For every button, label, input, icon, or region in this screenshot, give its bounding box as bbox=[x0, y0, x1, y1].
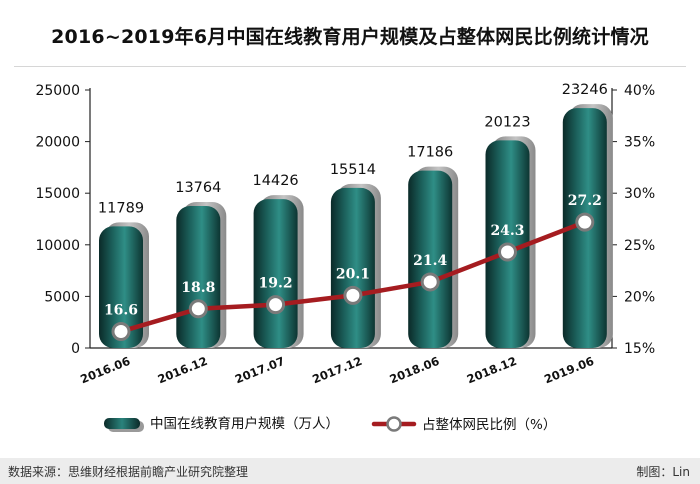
ratio-value-label: 20.1 bbox=[336, 266, 370, 282]
ratio-value-label: 24.3 bbox=[490, 223, 524, 239]
legend-line-marker bbox=[386, 416, 402, 432]
y-left-tick-label: 20000 bbox=[35, 135, 80, 151]
bar bbox=[176, 205, 221, 348]
bar-value-label: 14426 bbox=[253, 173, 299, 189]
ratio-point bbox=[266, 295, 286, 315]
chart-title: 2016~2019年6月中国在线教育用户规模及占整体网民比例统计情况 bbox=[51, 26, 649, 48]
x-tick-label: 2018.12 bbox=[465, 354, 519, 387]
ratio-value-label: 18.8 bbox=[181, 280, 215, 296]
bar bbox=[99, 226, 143, 348]
ratio-value-label: 16.6 bbox=[104, 302, 138, 318]
legend: 中国在线教育用户规模（万人） 占整体网民比例（%） bbox=[104, 415, 556, 433]
ratio-point bbox=[420, 272, 440, 292]
x-tick-label: 2016.06 bbox=[78, 354, 132, 387]
title-divider bbox=[14, 66, 686, 67]
bar bbox=[253, 199, 298, 348]
bar bbox=[408, 170, 453, 348]
author-credit: 制图：Lin bbox=[636, 465, 690, 479]
ratio-point bbox=[188, 299, 208, 319]
bar-value-label: 13764 bbox=[175, 180, 221, 196]
bars-layer: 11789 13764 14426 15514 17186 20123 23246 bbox=[98, 82, 613, 348]
legend-line-label: 占整体网民比例（%） bbox=[422, 417, 556, 433]
ratio-point bbox=[343, 285, 363, 305]
ratio-point bbox=[575, 212, 595, 232]
bar-value-label: 20123 bbox=[484, 114, 530, 130]
ratio-value-label: 21.4 bbox=[413, 253, 447, 269]
y-right-tick-label: 15% bbox=[624, 341, 655, 357]
x-tick-label: 2019.06 bbox=[542, 354, 596, 387]
legend-bar-swatch bbox=[104, 418, 140, 429]
bar-value-label: 11789 bbox=[98, 200, 144, 216]
y-left-tick-label: 25000 bbox=[35, 83, 80, 99]
bar-value-label: 15514 bbox=[330, 162, 376, 178]
y-left-tick-label: 15000 bbox=[35, 186, 80, 202]
y-left-tick-label: 10000 bbox=[35, 238, 80, 254]
legend-bar-label: 中国在线教育用户规模（万人） bbox=[150, 415, 339, 432]
y-right-tick-label: 35% bbox=[624, 135, 655, 151]
footer-bar: 数据来源：思维财经根据前瞻产业研究院整理 制图：Lin bbox=[0, 458, 700, 484]
y-left-tick-label: 0 bbox=[71, 341, 80, 357]
y-left-tick-label: 5000 bbox=[44, 289, 80, 305]
x-tick-label: 2016.12 bbox=[156, 354, 210, 387]
bar bbox=[330, 187, 375, 348]
y-right-tick-label: 20% bbox=[624, 289, 655, 305]
y-right-tick-label: 40% bbox=[624, 83, 655, 99]
ratio-value-label: 27.2 bbox=[568, 193, 602, 209]
x-tick-label: 2017.07 bbox=[233, 354, 287, 387]
line-layer: 16.6 18.8 19.2 20.1 21.4 24.3 27.2 bbox=[104, 193, 602, 341]
ratio-value-label: 19.2 bbox=[259, 276, 293, 292]
x-tick-label: 2018.06 bbox=[388, 354, 442, 387]
ratio-point bbox=[498, 242, 517, 262]
y-right-tick-label: 30% bbox=[624, 186, 655, 202]
source-note: 数据来源：思维财经根据前瞻产业研究院整理 bbox=[8, 465, 249, 479]
x-tick-label: 2017.12 bbox=[310, 354, 364, 387]
bar-value-label: 17186 bbox=[407, 145, 453, 161]
ratio-point bbox=[111, 321, 131, 341]
bar-value-label: 23246 bbox=[562, 82, 608, 98]
y-right-tick-label: 25% bbox=[624, 238, 655, 254]
